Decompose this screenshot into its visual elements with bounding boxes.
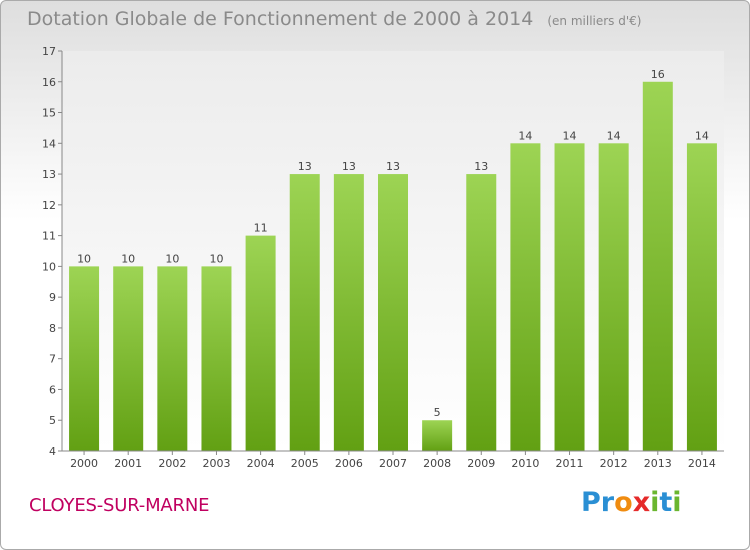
data-label-2003: 10 xyxy=(209,252,223,265)
bar-2009[interactable] xyxy=(466,174,497,452)
bar-2008[interactable] xyxy=(422,420,453,451)
data-label-2005: 13 xyxy=(298,160,312,173)
y-tick-label: 4 xyxy=(49,445,56,458)
data-label-2011: 14 xyxy=(563,129,577,142)
y-tick-label: 9 xyxy=(49,291,56,304)
data-label-2010: 14 xyxy=(518,129,532,142)
y-tick-label: 7 xyxy=(49,353,56,366)
bar-2005[interactable] xyxy=(289,174,320,452)
x-tick-label-2006: 2006 xyxy=(335,457,363,470)
bar-2002[interactable] xyxy=(157,266,188,451)
title-text: Dotation Globale de Fonctionnement de 20… xyxy=(27,8,534,30)
x-tick-label-2009: 2009 xyxy=(467,457,495,470)
logo-letter: x xyxy=(632,487,651,518)
logo-letter: o xyxy=(614,487,633,518)
y-axis: 4 5 6 7 8 9 10 11 12 13 14 15 16 17 xyxy=(42,45,63,458)
y-tick-label: 17 xyxy=(42,45,56,58)
bar-2004[interactable] xyxy=(245,235,276,451)
data-label-2012: 14 xyxy=(607,129,621,142)
bars-group: 10 10 10 10 11 13 13 13 5 13 14 14 14 16 14 xyxy=(69,68,717,452)
location-name: CLOYES-SUR-MARNE xyxy=(29,495,210,516)
data-label-2007: 13 xyxy=(386,160,400,173)
data-label-2008: 5 xyxy=(434,406,441,419)
proxiti-logo[interactable]: Proxiti xyxy=(581,487,682,518)
logo-letter: t xyxy=(659,487,673,518)
bar-2003[interactable] xyxy=(201,266,232,451)
bar-2014[interactable] xyxy=(686,143,717,452)
data-label-2006: 13 xyxy=(342,160,356,173)
bar-2013[interactable] xyxy=(642,81,673,452)
x-tick-label-2014: 2014 xyxy=(688,457,716,470)
y-tick-label: 12 xyxy=(42,199,56,212)
data-label-2001: 10 xyxy=(121,252,135,265)
data-label-2009: 13 xyxy=(474,160,488,173)
data-label-2002: 10 xyxy=(165,252,179,265)
chart-title: Dotation Globale de Fonctionnement de 20… xyxy=(27,8,641,30)
x-tick-label-2013: 2013 xyxy=(644,457,672,470)
x-tick-label-2002: 2002 xyxy=(158,457,186,470)
bar-2007[interactable] xyxy=(378,174,408,452)
logo-letter: i xyxy=(672,487,682,518)
data-label-2004: 11 xyxy=(254,222,268,235)
x-tick-label-2003: 2003 xyxy=(202,457,230,470)
x-axis: 2000 2001 2002 2003 2004 2005 2006 2007 2008 2009… xyxy=(62,450,724,470)
y-tick-label: 5 xyxy=(49,414,56,427)
x-tick-label-2000: 2000 xyxy=(70,457,98,470)
x-tick-label-2004: 2004 xyxy=(247,457,275,470)
bar-2010[interactable] xyxy=(510,143,541,452)
x-tick-label-2008: 2008 xyxy=(423,457,451,470)
x-tick-label-2005: 2005 xyxy=(291,457,319,470)
bar-2006[interactable] xyxy=(333,174,364,452)
chart-subtitle: (en milliers d'€) xyxy=(547,14,642,28)
y-tick-label: 16 xyxy=(42,76,56,89)
y-tick-label: 10 xyxy=(42,260,56,273)
bar-2000[interactable] xyxy=(69,266,100,451)
bar-2012[interactable] xyxy=(598,143,629,452)
x-tick-label-2010: 2010 xyxy=(511,457,539,470)
bar-2001[interactable] xyxy=(113,266,144,451)
x-tick-label-2007: 2007 xyxy=(379,457,407,470)
y-tick-label: 11 xyxy=(42,230,56,243)
y-tick-label: 14 xyxy=(42,137,56,150)
y-tick-label: 13 xyxy=(42,168,56,181)
logo-letter: r xyxy=(600,487,615,518)
data-label-2000: 10 xyxy=(77,252,91,265)
y-tick-label: 15 xyxy=(42,107,56,120)
logo-letter: i xyxy=(650,487,660,518)
y-tick-label: 8 xyxy=(49,322,56,335)
x-tick-label-2012: 2012 xyxy=(600,457,628,470)
bar-2011[interactable] xyxy=(554,143,585,452)
x-tick-label-2011: 2011 xyxy=(556,457,584,470)
y-tick-label: 6 xyxy=(49,383,56,396)
data-label-2014: 14 xyxy=(695,129,709,142)
x-tick-label-2001: 2001 xyxy=(114,457,142,470)
logo-letter: P xyxy=(581,487,601,518)
data-label-2013: 16 xyxy=(651,68,665,81)
